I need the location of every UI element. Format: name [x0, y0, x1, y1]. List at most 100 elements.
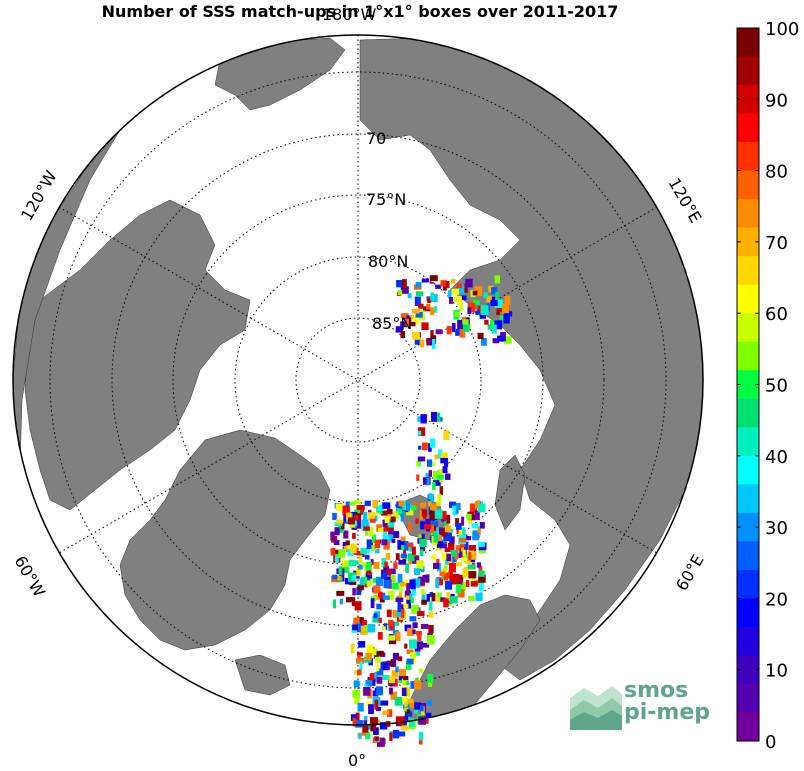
- matchup-cell: [464, 283, 468, 293]
- matchup-cell: [358, 554, 363, 563]
- matchup-cell: [398, 673, 406, 681]
- matchup-cell: [343, 545, 348, 551]
- matchup-cell: [436, 596, 443, 603]
- matchup-cell: [414, 647, 421, 652]
- matchup-cell: [476, 562, 481, 568]
- matchup-cell: [350, 714, 357, 721]
- matchup-cell: [364, 583, 369, 588]
- matchup-cell: [418, 445, 422, 450]
- matchup-cell: [400, 313, 409, 318]
- matchup-cell: [444, 525, 452, 533]
- matchup-cell: [472, 300, 480, 306]
- matchup-cell: [459, 580, 463, 585]
- matchup-cell: [468, 595, 475, 602]
- matchup-cell: [357, 617, 364, 623]
- matchup-cell: [398, 592, 403, 601]
- matchup-cell: [375, 664, 380, 672]
- matchup-cell: [383, 579, 392, 589]
- matchup-cell: [352, 532, 356, 539]
- matchup-cell: [478, 570, 485, 577]
- matchup-cell: [374, 736, 379, 741]
- matchup-cell: [337, 576, 342, 581]
- matchup-cell: [446, 514, 451, 524]
- matchup-cell: [342, 541, 346, 550]
- matchup-cell: [341, 560, 349, 570]
- matchup-cell: [443, 572, 449, 581]
- matchup-cell: [412, 316, 419, 325]
- matchup-cell: [367, 548, 371, 553]
- matchup-cell: [418, 576, 425, 586]
- matchup-cell: [494, 275, 500, 284]
- matchup-cell: [330, 531, 335, 541]
- matchup-cell: [470, 576, 476, 584]
- matchup-cell: [416, 474, 420, 481]
- colorbar-band: [737, 370, 759, 400]
- matchup-cell: [460, 295, 467, 300]
- matchup-cells: [330, 275, 513, 747]
- matchup-cell: [435, 329, 443, 335]
- matchup-cell: [443, 565, 448, 571]
- matchup-cell: [445, 532, 452, 542]
- matchup-cell: [355, 719, 363, 728]
- matchup-cell: [395, 716, 404, 726]
- matchup-cell: [407, 293, 412, 299]
- matchup-cell: [357, 702, 364, 712]
- matchup-cell: [487, 324, 491, 330]
- matchup-cell: [446, 591, 450, 601]
- matchup-cell: [450, 596, 458, 604]
- matchup-cell: [430, 307, 435, 316]
- lat-label-70: 70: [366, 129, 386, 148]
- matchup-cell: [360, 625, 368, 635]
- matchup-cell: [332, 599, 337, 609]
- colorbar-band: [737, 683, 759, 713]
- colorbar-tick-label: 60: [765, 304, 788, 325]
- colorbar-band: [737, 113, 759, 143]
- matchup-cell: [338, 566, 343, 576]
- matchup-cell: [334, 527, 340, 536]
- matchup-cell: [397, 605, 401, 612]
- matchup-cell: [441, 529, 447, 537]
- matchup-cell: [345, 540, 350, 547]
- matchup-cell: [411, 308, 420, 314]
- lon-label-180w: 180°W: [322, 5, 377, 24]
- matchup-cell: [382, 519, 388, 527]
- matchup-cell: [452, 556, 457, 565]
- colorbar-band: [737, 170, 759, 200]
- matchup-cell: [405, 595, 410, 602]
- matchup-cell: [478, 565, 483, 574]
- colorbar-band: [737, 28, 759, 58]
- matchup-cell: [447, 542, 455, 552]
- colorbar-tick-label: 90: [765, 90, 788, 111]
- matchup-cell: [433, 471, 440, 481]
- matchup-cell: [441, 552, 448, 561]
- colorbar-band: [737, 284, 759, 314]
- matchup-cell: [421, 533, 425, 539]
- matchup-cell: [406, 658, 414, 665]
- matchup-cell: [430, 493, 435, 502]
- matchup-cell: [333, 540, 340, 545]
- matchup-cell: [398, 731, 406, 737]
- matchup-cell: [382, 534, 391, 544]
- matchup-cell: [491, 287, 498, 295]
- matchup-cell: [428, 500, 432, 506]
- matchup-cell: [374, 656, 381, 663]
- matchup-cell: [504, 311, 513, 317]
- matchup-cell: [388, 676, 396, 684]
- matchup-cell: [369, 527, 374, 537]
- matchup-cell: [350, 543, 357, 554]
- matchup-cell: [400, 286, 409, 294]
- matchup-cell: [420, 414, 427, 424]
- matchup-cell: [376, 650, 384, 656]
- matchup-cell: [404, 643, 408, 649]
- matchup-cell: [457, 295, 462, 306]
- matchup-cell: [427, 297, 432, 303]
- matchup-cell: [450, 549, 457, 557]
- matchup-cell: [364, 554, 370, 560]
- matchup-cell: [457, 284, 465, 294]
- matchup-cell: [477, 503, 486, 513]
- matchup-cell: [459, 302, 463, 312]
- matchup-cell: [379, 722, 388, 730]
- matchup-cell: [370, 717, 378, 725]
- matchup-cell: [440, 543, 447, 549]
- matchup-cell: [478, 582, 484, 591]
